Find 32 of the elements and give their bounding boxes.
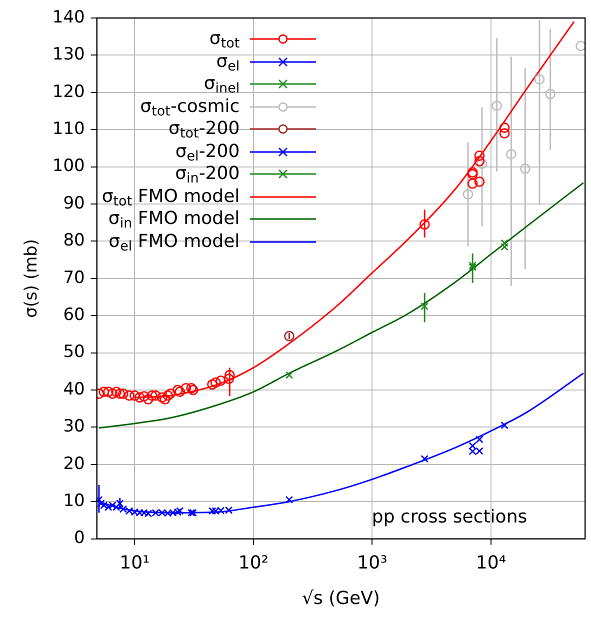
legend-label: σ$_{in}$ FMO model: [108, 208, 240, 232]
legend-label: σ$_{tot}$-200: [168, 118, 240, 142]
x-tick-label: 10²: [238, 552, 269, 574]
y-tick-label: 60: [63, 305, 85, 326]
legend-label: σ$_{el}$ FMO model: [108, 230, 240, 254]
y-tick-label: 0: [74, 528, 85, 548]
y-tick-label: 110: [52, 119, 85, 140]
x-tick-label: 10⁴: [476, 552, 506, 574]
legend-label: σ$_{tot}$-cosmic: [140, 96, 240, 119]
y-tick-label: 80: [63, 230, 85, 251]
legend-label: σ$_{el}$: [216, 50, 240, 74]
y-tick-label: 30: [63, 416, 85, 437]
y-tick-label: 20: [63, 454, 85, 474]
y-tick-label: 90: [63, 193, 85, 214]
y-tick-label: 120: [52, 82, 85, 102]
y-tick-label: 100: [52, 156, 85, 176]
legend-label: σ$_{inel}$: [204, 73, 240, 96]
y-tick-label: 70: [63, 268, 85, 288]
x-tick-label: 10¹: [120, 552, 150, 574]
legend-label: σ$_{tot}$: [209, 28, 240, 52]
y-axis-title: σ(s) (mb): [22, 238, 42, 318]
y-tick-label: 10: [63, 491, 85, 512]
y-tick-label: 140: [52, 7, 85, 28]
legend-label: σ$_{in}$-200: [175, 163, 240, 186]
x-axis-title: √s (GeV): [302, 588, 380, 609]
legend-label: σ$_{el}$-200: [175, 140, 240, 164]
y-tick-label: 40: [63, 379, 85, 400]
legend-label: σ$_{tot}$ FMO model: [102, 186, 240, 209]
x-tick-label: 10³: [357, 552, 388, 574]
annotation: pp cross sections: [372, 506, 528, 528]
y-tick-label: 50: [63, 342, 85, 362]
y-tick-label: 130: [52, 44, 85, 65]
